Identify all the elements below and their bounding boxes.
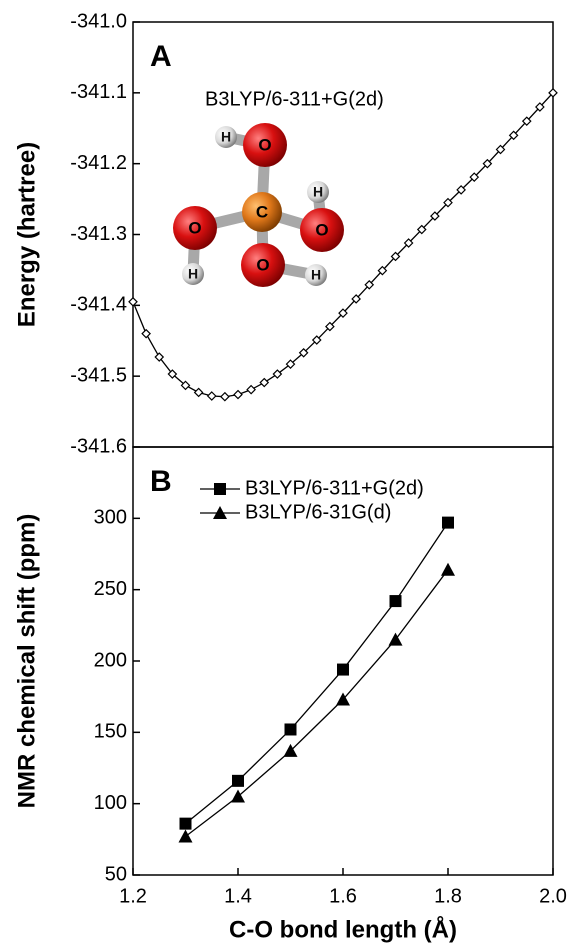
point — [180, 818, 192, 830]
panel-label: B — [150, 465, 172, 498]
point — [441, 563, 455, 576]
point — [234, 391, 242, 399]
y-axis-title: NMR chemical shift (ppm) — [13, 514, 40, 809]
series-line — [186, 523, 449, 824]
y-tick-label: 150 — [94, 721, 127, 743]
y-tick-label: -341.2 — [70, 152, 127, 174]
y-tick-label: -341.1 — [70, 81, 127, 103]
point — [389, 633, 403, 646]
point — [195, 388, 203, 396]
atom-label: C — [256, 202, 268, 221]
legend-label: B3LYP/6-31G(d) — [245, 501, 391, 523]
x-tick-label: 1.2 — [119, 885, 147, 907]
legend-marker — [214, 483, 226, 495]
point — [232, 775, 244, 787]
point — [179, 829, 193, 842]
atom-label: O — [256, 255, 269, 274]
point — [142, 330, 150, 338]
y-tick-label: -341.3 — [70, 223, 127, 245]
y-tick-label: 200 — [94, 649, 127, 671]
atom-label: O — [188, 218, 201, 237]
x-tick-label: 2.0 — [539, 885, 567, 907]
y-axis-title: Energy (hartree) — [13, 142, 40, 327]
molecule: C O O O O H H H H — [173, 123, 344, 287]
point — [221, 393, 229, 401]
x-axis-title: C-O bond length (Å) — [229, 915, 457, 943]
point — [337, 664, 349, 676]
point — [285, 723, 297, 735]
y-tick-label: 300 — [94, 507, 127, 529]
point — [260, 379, 268, 387]
y-tick-label: -341.0 — [70, 10, 127, 32]
legend-label: B3LYP/6-311+G(2d) — [245, 477, 424, 499]
atom-label: H — [313, 184, 323, 200]
annotation: B3LYP/6-311+G(2d) — [205, 88, 384, 110]
x-tick-label: 1.4 — [224, 885, 252, 907]
y-tick-label: 250 — [94, 578, 127, 600]
y-tick-label: 100 — [94, 792, 127, 814]
atom-label: H — [188, 266, 198, 282]
y-tick-label: -341.5 — [70, 364, 127, 386]
x-tick-label: 1.6 — [329, 885, 357, 907]
point — [442, 517, 454, 529]
series-line — [186, 570, 449, 837]
x-tick-label: 1.8 — [434, 885, 462, 907]
atom-label: H — [221, 129, 231, 145]
point — [208, 392, 216, 400]
figure: -341.0 -341.1 -341.2 -341.3 -341.4 -341.5 -341… — [0, 0, 574, 952]
point — [390, 595, 402, 607]
atom-label: H — [311, 267, 321, 283]
atom-label: O — [315, 220, 328, 239]
point — [247, 386, 255, 394]
panel-label: A — [150, 40, 172, 73]
y-tick-label: -341.4 — [70, 294, 127, 316]
y-tick-label: 50 — [105, 863, 127, 885]
atom-label: O — [258, 135, 271, 154]
y-tick-label: -341.6 — [70, 435, 127, 457]
